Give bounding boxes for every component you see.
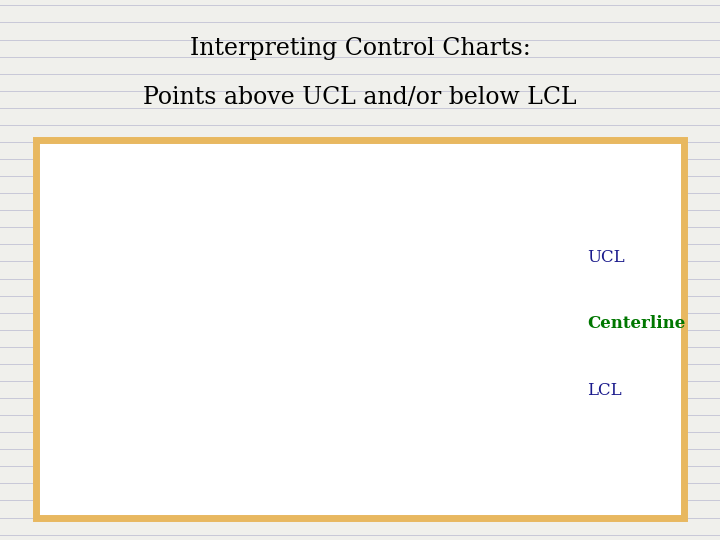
Text: LCL: LCL (587, 382, 621, 400)
Text: Centerline: Centerline (587, 315, 685, 333)
Text: UCL: UCL (587, 248, 624, 266)
Text: Points above UCL and/or below LCL: Points above UCL and/or below LCL (143, 86, 577, 109)
Text: Interpreting Control Charts:: Interpreting Control Charts: (189, 37, 531, 60)
